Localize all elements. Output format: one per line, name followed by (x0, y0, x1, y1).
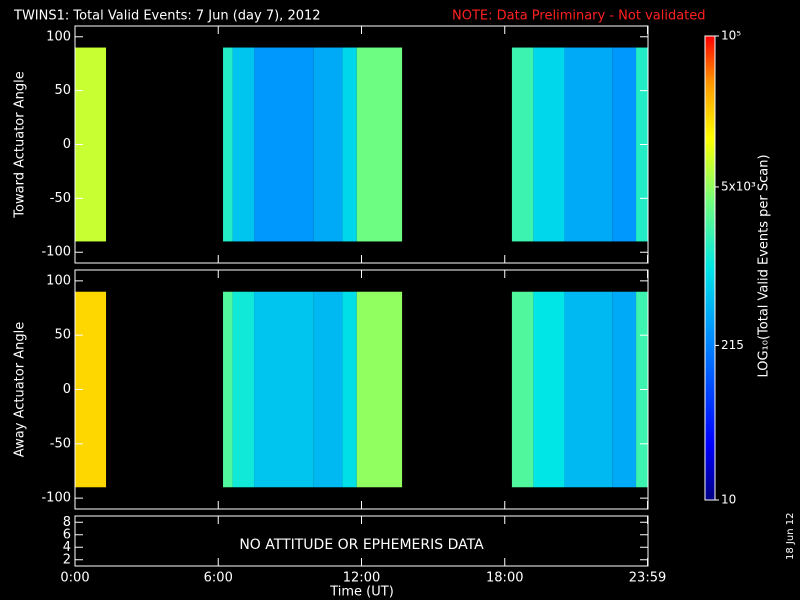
x-tick-label: 0:00 (60, 571, 89, 586)
x-tick-label: 6:00 (204, 571, 233, 586)
heat-cell (511, 47, 534, 242)
y-tick-label: -100 (41, 491, 71, 506)
y-tick-label: 4 (63, 540, 71, 555)
colorbar (704, 35, 716, 501)
heat-cell (511, 291, 534, 488)
colorbar-tick-label: 10⁵ (721, 29, 741, 43)
heat-cell (533, 47, 565, 242)
heat-cell (232, 291, 255, 488)
heat-cell (612, 47, 637, 242)
colorbar-tick-label: 10 (721, 493, 736, 507)
x-tick-label: 18:00 (486, 571, 523, 586)
y-tick-label: -50 (50, 191, 71, 206)
heat-cell (254, 291, 314, 488)
y-tick-label: 8 (63, 515, 71, 530)
x-axis-label: Time (UT) (329, 585, 394, 600)
y-tick-label: 0 (63, 137, 71, 152)
heat-cell (564, 291, 613, 488)
heat-cell (254, 47, 314, 242)
colorbar-label: LOG₁₀(Total Valid Events per Scan) (757, 154, 772, 377)
heat-cell (232, 47, 255, 242)
heat-cell (223, 291, 233, 488)
heat-cell (356, 291, 403, 488)
heat-cell (342, 291, 357, 488)
y-axis-label: Toward Actuator Angle (13, 71, 28, 218)
y-tick-label: 100 (46, 273, 71, 288)
y-tick-label: 0 (63, 382, 71, 397)
heat-cell (533, 291, 565, 488)
y-tick-label: 50 (54, 328, 71, 343)
heat-cell (313, 47, 343, 242)
heat-cell (223, 47, 233, 242)
heat-cell (356, 47, 403, 242)
panel-message: NO ATTITUDE OR EPHEMERIS DATA (239, 537, 484, 553)
heat-cell (313, 291, 343, 488)
y-tick-label: 100 (46, 29, 71, 44)
y-axis-label: Away Actuator Angle (13, 322, 28, 457)
y-tick-label: -50 (50, 436, 71, 451)
y-tick-label: -100 (41, 245, 71, 260)
x-tick-label: 12:00 (343, 571, 380, 586)
heat-cell (342, 47, 357, 242)
colorbar-tick-label: 5x10³ (721, 179, 756, 193)
colorbar-tick-label: 215 (721, 338, 744, 352)
y-tick-label: 6 (63, 527, 71, 542)
heat-cell (612, 291, 637, 488)
y-tick-label: 2 (63, 552, 71, 567)
heat-cell (564, 47, 613, 242)
x-tick-label: 23:59 (629, 571, 666, 586)
date-stamp: 18 Jun 12 (785, 513, 796, 560)
y-tick-label: 50 (54, 83, 71, 98)
note: NOTE: Data Preliminary - Not validated (452, 9, 706, 24)
chart-title: TWINS1: Total Valid Events: 7 Jun (day 7… (13, 9, 321, 24)
